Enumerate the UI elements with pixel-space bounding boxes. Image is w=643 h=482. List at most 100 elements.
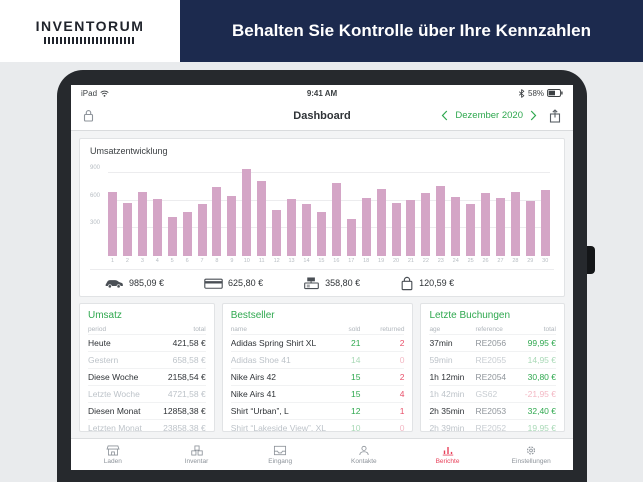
chart-bar	[481, 193, 491, 256]
contacts-icon	[359, 445, 369, 456]
share-button[interactable]	[549, 108, 561, 123]
total-cell: 421,58 €	[172, 338, 206, 348]
chart-bar	[257, 181, 267, 256]
table-row: Heute 421,58 €	[88, 334, 206, 351]
chart-bar	[406, 199, 416, 256]
next-period-button[interactable]	[530, 110, 537, 121]
tab-kontakte[interactable]: Kontakte	[322, 439, 406, 470]
chart-bar	[510, 191, 520, 256]
x-axis-tick: 12	[273, 258, 280, 264]
x-axis-tick: 4	[155, 258, 159, 264]
table-row: Shirt “Urban”, L 12 1	[230, 402, 405, 419]
column-headers: name sold returned	[231, 326, 405, 333]
reports-icon	[442, 447, 453, 456]
buchungen-card: Letzte Buchungen age reference total 37m…	[420, 303, 565, 432]
table-row: Shirt “Lakeside View”, XL 10 0	[230, 419, 405, 432]
total-cell: -21,95 €	[524, 389, 556, 399]
total-cell: 2158,54 €	[167, 372, 206, 382]
ipad-screen: iPad 9:41 AM 58%	[71, 85, 573, 470]
age-cell: 1h 12min	[429, 372, 465, 382]
period-cell: Letzte Woche	[88, 389, 140, 399]
revenue-chart-card: Umsatzentwicklung 900 600 300 1 2 3 4 5 6 7 8 9 10 1…	[79, 138, 565, 297]
table-row: 1h 12min RE2054 30,80 €	[429, 368, 556, 385]
chart-bar	[227, 196, 237, 256]
summary-item: 358,80 €	[303, 276, 360, 290]
prev-period-button[interactable]	[441, 110, 448, 121]
name-cell: Nike Airs 42	[230, 372, 277, 382]
name-cell: Nike Airs 41	[230, 389, 277, 399]
x-axis-tick: 18	[363, 258, 370, 264]
age-cell: 2h 35min	[429, 406, 465, 416]
period-controls: Dezember 2020	[441, 108, 561, 123]
returned-cell: 2	[399, 372, 405, 382]
reference-cell: RE2053	[475, 406, 507, 416]
table-row: 2h 35min RE2053 32,40 €	[429, 402, 556, 419]
tab-label: Kontakte	[351, 458, 377, 465]
battery-icon	[547, 89, 563, 97]
chart-bar	[197, 203, 207, 256]
chart-bar	[122, 202, 132, 256]
total-cell: 19,95 €	[527, 423, 556, 432]
status-left: iPad	[81, 89, 307, 98]
sold-cell: 14	[350, 355, 361, 365]
chart-bar	[287, 198, 297, 256]
tab-label: Eingang	[268, 458, 293, 465]
x-axis-tick: 9	[230, 258, 234, 264]
x-axis-tick: 16	[333, 258, 340, 264]
chart-bar	[331, 183, 341, 256]
dashboard-content: Umsatzentwicklung 900 600 300 1 2 3 4 5 6 7 8 9 10 1…	[71, 131, 573, 438]
tab-label: Einstellungen	[511, 458, 551, 465]
tab-inventar[interactable]: Inventar	[155, 439, 239, 470]
age-cell: 2h 39min	[429, 423, 465, 432]
x-axis-tick: 2	[125, 258, 129, 264]
chart-bar	[212, 187, 222, 256]
x-axis-tick: 14	[303, 258, 310, 264]
x-axis-tick: 23	[437, 258, 444, 264]
reference-cell: RE2055	[475, 355, 507, 365]
tab-laden[interactable]: Laden	[71, 439, 155, 470]
tab-berichte[interactable]: Berichte	[406, 439, 490, 470]
total-cell: 99,95 €	[527, 338, 556, 348]
tab-label: Inventar	[184, 458, 209, 465]
column-header: total	[193, 326, 206, 333]
period-cell: Diesen Monat	[88, 406, 141, 416]
shopping-bag-icon	[401, 276, 413, 290]
sold-cell: 10	[350, 423, 361, 432]
chart-bar	[525, 200, 535, 256]
sold-cell: 21	[350, 338, 361, 348]
umsatz-card: Umsatz period total Heute 421,58 € Gestern…	[79, 303, 215, 432]
sold-cell: 15	[350, 372, 361, 382]
x-axis-tick: 17	[348, 258, 355, 264]
inventorum-logo[interactable]: INVENTORUM	[0, 0, 180, 62]
table-row: Diesen Monat 12858,38 €	[88, 402, 206, 419]
cash-register-icon	[304, 277, 319, 290]
table-row: Adidas Shoe 41 14 0	[230, 351, 405, 368]
car-icon	[105, 280, 123, 289]
summary-item: 120,59 €	[400, 276, 454, 291]
period-cell: Gestern	[88, 355, 119, 365]
total-cell: 4721,58 €	[167, 389, 206, 399]
chart-bar	[316, 211, 326, 256]
lock-button[interactable]	[83, 109, 94, 122]
payment-summary: 985,09 € 625,80 €	[90, 269, 554, 296]
card-title: Letzte Buchungen	[429, 310, 511, 321]
name-cell: Adidas Shoe 41	[230, 355, 291, 365]
summary-value: 985,09 €	[129, 278, 165, 288]
period-cell: Diese Woche	[88, 372, 139, 382]
column-header: returned	[380, 326, 405, 333]
total-cell: 23858,38 €	[163, 423, 206, 432]
tab-einstellungen[interactable]: Einstellungen	[489, 439, 573, 470]
chart-bar	[108, 191, 117, 256]
age-cell: 59min	[429, 355, 453, 365]
status-bar: iPad 9:41 AM 58%	[71, 85, 573, 101]
x-axis-tick: 15	[318, 258, 325, 264]
column-header: reference	[475, 326, 503, 333]
period-label[interactable]: Dezember 2020	[455, 110, 523, 121]
sold-cell: 12	[350, 406, 361, 416]
tab-eingang[interactable]: Eingang	[238, 439, 322, 470]
column-header: period	[88, 326, 107, 333]
name-cell: Shirt “Urban”, L	[230, 406, 289, 416]
x-axis-tick: 11	[258, 258, 265, 264]
inventory-icon	[190, 445, 203, 456]
x-axis-tick: 10	[243, 258, 250, 264]
